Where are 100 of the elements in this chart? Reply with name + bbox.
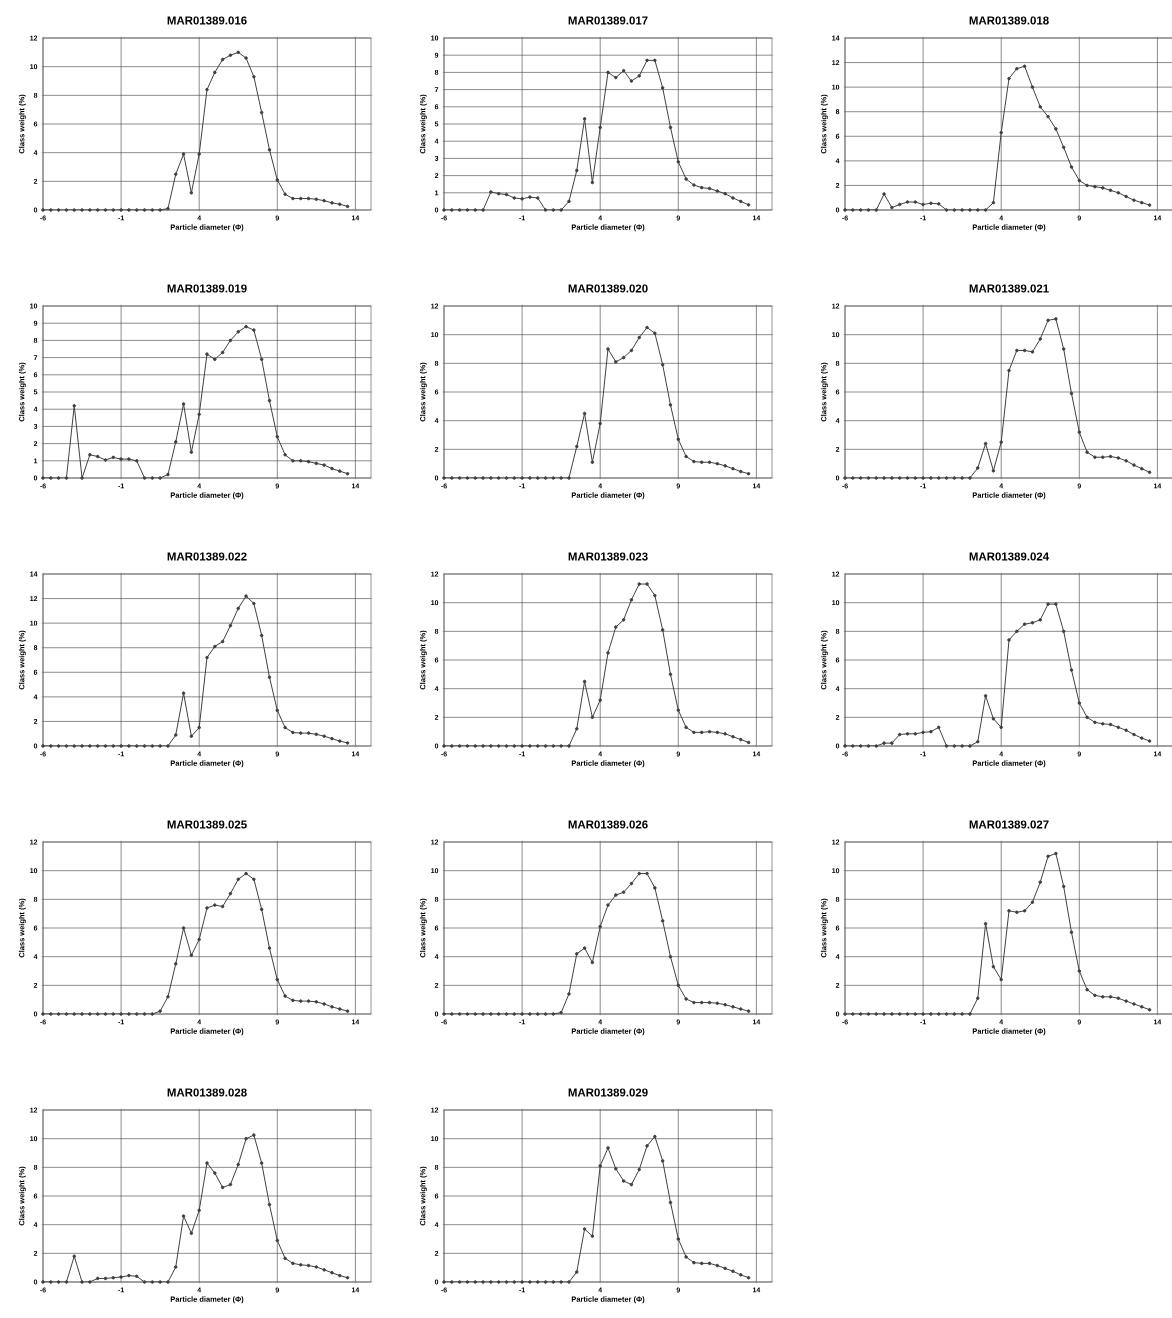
point — [1077, 430, 1082, 434]
point — [166, 472, 170, 477]
point — [1046, 318, 1050, 323]
point — [142, 208, 147, 212]
point — [699, 1261, 704, 1266]
point — [267, 398, 272, 403]
point — [119, 1012, 123, 1016]
point — [660, 1159, 665, 1163]
point — [127, 1273, 131, 1278]
point — [637, 1167, 642, 1172]
point — [465, 744, 470, 748]
point — [275, 708, 280, 713]
point — [528, 744, 532, 748]
point — [322, 734, 326, 738]
point — [715, 1263, 720, 1268]
point — [1124, 194, 1128, 199]
point — [551, 208, 556, 212]
point — [960, 1012, 964, 1016]
point — [874, 208, 879, 212]
point — [637, 871, 642, 876]
point — [134, 459, 139, 463]
point — [968, 1012, 972, 1016]
point — [1085, 183, 1089, 188]
point — [983, 921, 988, 926]
point — [746, 471, 751, 476]
point — [119, 457, 123, 461]
point — [1093, 455, 1097, 460]
point — [283, 725, 287, 730]
point — [1046, 602, 1050, 606]
point — [111, 1275, 116, 1280]
point — [189, 191, 194, 195]
point — [543, 744, 548, 748]
point — [252, 74, 256, 79]
point — [684, 454, 688, 459]
point — [457, 744, 462, 748]
point — [275, 1238, 280, 1243]
point — [897, 202, 902, 207]
point — [197, 725, 201, 730]
point — [629, 881, 634, 886]
point — [95, 1012, 100, 1016]
point — [851, 208, 855, 212]
point — [882, 1012, 886, 1016]
point — [213, 70, 217, 75]
point — [134, 208, 139, 212]
point — [905, 1012, 910, 1016]
point — [306, 1263, 311, 1268]
point — [322, 198, 326, 203]
point — [843, 1012, 847, 1016]
point — [1116, 456, 1121, 460]
point — [337, 1007, 342, 1011]
point — [512, 1012, 517, 1016]
point — [843, 744, 847, 748]
point — [598, 421, 602, 426]
point — [653, 331, 657, 336]
point — [337, 469, 342, 473]
point — [228, 338, 233, 343]
point — [450, 208, 454, 212]
point — [142, 1280, 147, 1284]
point — [528, 195, 532, 199]
point — [142, 744, 147, 748]
point — [80, 476, 84, 480]
point — [707, 460, 712, 465]
point — [905, 476, 910, 480]
point — [213, 1171, 217, 1175]
point — [197, 937, 201, 942]
point — [905, 200, 910, 204]
point — [267, 946, 272, 950]
point — [283, 452, 287, 457]
point — [259, 110, 264, 115]
point — [598, 125, 602, 130]
point — [598, 1164, 602, 1168]
point — [520, 1012, 524, 1016]
point — [551, 1012, 556, 1016]
point — [874, 1012, 879, 1016]
point — [88, 208, 92, 212]
point — [991, 200, 996, 205]
point — [72, 744, 77, 748]
point — [442, 1012, 446, 1016]
point — [983, 208, 988, 212]
point — [731, 1269, 735, 1274]
point — [181, 152, 186, 156]
point — [983, 441, 988, 446]
point — [103, 208, 108, 212]
point — [684, 997, 688, 1001]
point — [267, 675, 272, 679]
point — [614, 1166, 618, 1171]
point — [330, 201, 334, 205]
point — [473, 744, 478, 748]
point — [944, 208, 949, 212]
point — [298, 999, 303, 1003]
point — [606, 70, 610, 75]
point — [551, 476, 556, 480]
point — [975, 996, 980, 1001]
point — [1116, 725, 1121, 730]
point — [858, 208, 863, 212]
point — [1038, 105, 1043, 109]
point — [103, 1276, 108, 1281]
point — [1108, 722, 1113, 727]
point — [551, 1280, 556, 1284]
point — [582, 411, 587, 416]
